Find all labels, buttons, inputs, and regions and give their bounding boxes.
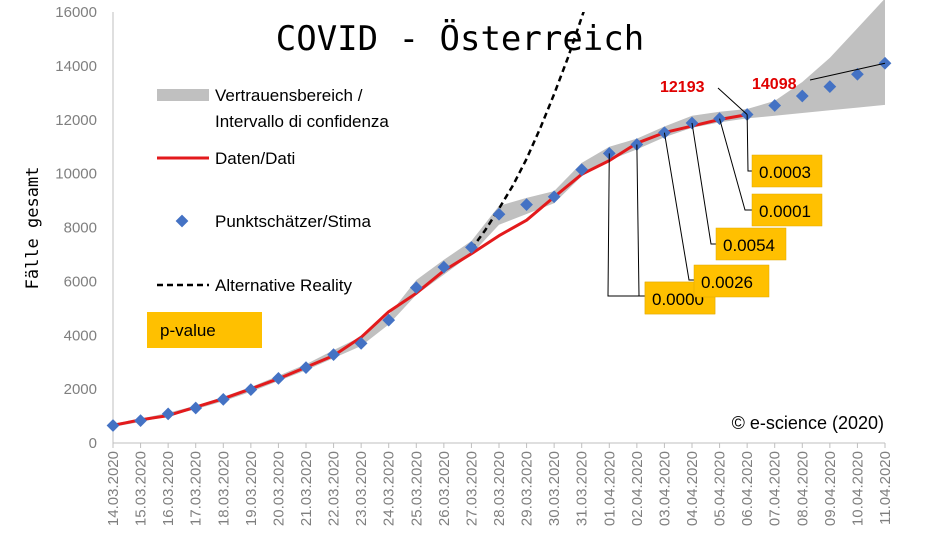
- x-tick-label: 31.03.2020: [574, 451, 591, 526]
- y-tick-label: 2000: [64, 381, 97, 398]
- point-estimate-marker: [492, 207, 506, 221]
- point-label-leader: [809, 62, 886, 81]
- legend-band-swatch: [157, 89, 209, 101]
- legend-pvalue-label: p-value: [160, 321, 216, 340]
- pvalue-leader: [636, 144, 645, 297]
- x-tick-label: 28.03.2020: [491, 451, 508, 526]
- point-estimate-marker: [272, 371, 285, 385]
- legend-pvalue-swatch: [147, 312, 262, 348]
- pvalue-box: [751, 193, 823, 227]
- x-tick-label: 26.03.2020: [436, 451, 453, 526]
- x-tick-label: 25.03.2020: [408, 451, 425, 526]
- x-tick-label: 20.03.2020: [270, 451, 287, 526]
- pvalue-leader: [719, 118, 752, 211]
- x-tick-label: 07.04.2020: [767, 451, 784, 526]
- x-tick-label: 23.03.2020: [353, 451, 370, 526]
- annotations: 0.00000.00000.00260.00540.00010.00031219…: [607, 62, 886, 315]
- point-estimate-marker: [299, 361, 313, 374]
- point-estimate-marker: [134, 414, 147, 428]
- pvalue-label: 0.0026: [701, 273, 753, 292]
- point-estimate-marker: [409, 281, 423, 294]
- y-tick-label: 4000: [64, 327, 97, 344]
- legend-band-label-2: Intervallo di confidenza: [215, 112, 389, 131]
- y-tick-label: 16000: [55, 4, 97, 21]
- y-tick-labels: 0 2000 4000 6000 8000 10000 12000 14000 16000: [55, 4, 97, 452]
- point-value-label: 14098: [752, 76, 797, 93]
- legend-band-label: Vertrauensbereich /: [215, 86, 363, 105]
- x-tick-label: 22.03.2020: [326, 451, 343, 526]
- x-tick-label: 21.03.2020: [298, 451, 315, 526]
- pvalue-leader: [663, 132, 694, 281]
- point-estimate-marker: [189, 401, 203, 415]
- x-tick-label: 17.03.2020: [188, 451, 205, 526]
- y-tick-label: 8000: [64, 220, 97, 237]
- x-tick-label: 09.04.2020: [822, 451, 839, 526]
- legend-point-label: Punktschätzer/Stima: [215, 212, 371, 231]
- legend: Vertrauensbereich / Intervallo di confid…: [147, 86, 389, 348]
- point-estimate-marker: [437, 260, 451, 274]
- legend-point-swatch: [175, 214, 189, 228]
- legend-alt-label: Alternative Reality: [215, 276, 353, 295]
- x-tick-labels: 14.03.2020 15.03.2020 16.03.2020 17.03.2020…: [105, 451, 894, 526]
- alternative-reality-line: [470, 12, 585, 250]
- x-tick-label: 30.03.2020: [546, 451, 563, 526]
- point-estimate-marker: [244, 383, 258, 397]
- x-tick-label: 02.04.2020: [629, 451, 646, 526]
- pvalue-box: [715, 227, 787, 261]
- y-tick-label: 6000: [64, 273, 97, 290]
- x-tick-label: 06.04.2020: [739, 451, 756, 526]
- point-label-leader: [717, 87, 748, 115]
- x-tick-label: 27.03.2020: [463, 451, 480, 526]
- point-estimate-marker: [106, 419, 120, 432]
- x-tick-label: 04.04.2020: [684, 451, 701, 526]
- y-tick-label: 10000: [55, 166, 97, 183]
- pvalue-leader: [746, 114, 752, 172]
- point-estimate-marker: [216, 392, 230, 406]
- plot-area: [106, 0, 892, 448]
- x-tick-label: 03.04.2020: [656, 451, 673, 526]
- pvalue-box: [751, 154, 823, 188]
- pvalue-leader-lines: [607, 114, 752, 297]
- legend-data-label: Daten/Dati: [215, 149, 295, 168]
- copyright-note: © e-science (2020): [732, 413, 884, 433]
- pvalue-label: 0.0054: [723, 236, 775, 255]
- y-tick-label: 0: [89, 435, 97, 452]
- x-tick-label: 01.04.2020: [601, 451, 618, 526]
- x-tick-label: 14.03.2020: [105, 451, 122, 526]
- x-tick-label: 18.03.2020: [215, 451, 232, 526]
- x-tick-label: 15.03.2020: [133, 451, 150, 526]
- x-tick-label: 10.04.2020: [849, 451, 866, 526]
- x-tick-label: 08.04.2020: [794, 451, 811, 526]
- pvalue-label: 0.0003: [759, 163, 811, 182]
- x-tick-label: 05.04.2020: [712, 451, 729, 526]
- point-estimate-marker: [465, 241, 478, 254]
- chart-title: COVID - Österreich: [276, 18, 644, 59]
- pvalue-leader: [691, 122, 716, 245]
- y-tick-label: 14000: [55, 58, 97, 75]
- x-tick-label: 24.03.2020: [381, 451, 398, 526]
- point-estimate-marker: [382, 313, 396, 327]
- point-estimate-marker: [161, 407, 175, 421]
- pvalue-label: 0.0001: [759, 202, 811, 221]
- x-tick-label: 16.03.2020: [160, 451, 177, 526]
- x-tick-label: 19.03.2020: [243, 451, 260, 526]
- pvalue-box: [693, 264, 770, 298]
- pvalue-label: 0.0000: [652, 290, 704, 309]
- y-axis-label: Fälle gesamt: [23, 167, 43, 290]
- point-value-label: 12193: [660, 79, 705, 96]
- y-tick-label: 12000: [55, 112, 97, 129]
- x-tick-label: 29.03.2020: [519, 451, 536, 526]
- pvalue-leader: [607, 153, 645, 297]
- x-tick-label: 11.04.2020: [877, 451, 894, 525]
- point-estimate-marker: [327, 348, 340, 362]
- point-estimate-marker: [354, 336, 368, 350]
